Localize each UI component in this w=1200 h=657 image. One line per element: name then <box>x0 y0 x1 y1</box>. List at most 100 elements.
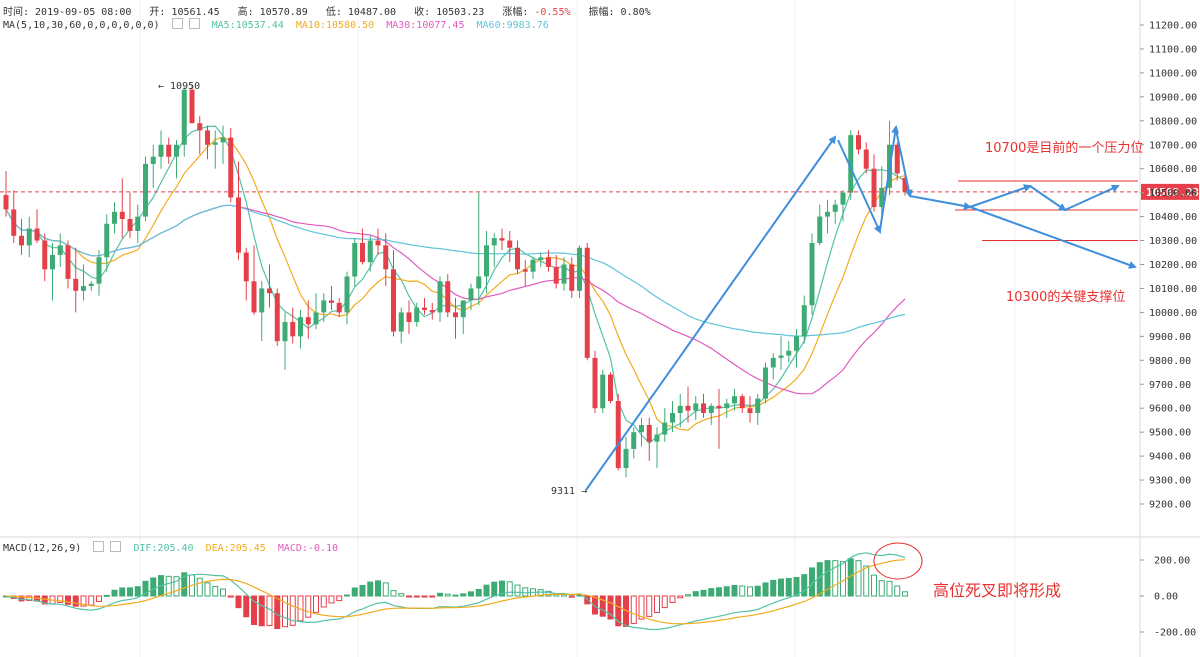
dif-legend: DIF:205.40 <box>133 543 194 554</box>
macd-bar <box>723 586 730 597</box>
macd-bar <box>902 591 908 597</box>
macd-bar <box>282 595 288 628</box>
macd-bar <box>475 588 482 597</box>
candle-body <box>755 398 761 413</box>
macd-bar <box>499 580 505 597</box>
candle-body <box>615 401 621 469</box>
candle-body <box>546 257 551 267</box>
candle-body <box>26 228 32 246</box>
macd-bar <box>716 587 722 597</box>
candle-body <box>282 321 288 342</box>
forecast-arrow-2 <box>969 184 1032 208</box>
macd-bar <box>754 585 761 597</box>
macd-bar <box>336 595 343 602</box>
macd-bar <box>437 592 443 597</box>
price-tick-label: 10300.00 <box>1149 236 1197 247</box>
rally-arrow <box>585 135 837 491</box>
ma5-legend: MA5:10537.44 <box>211 20 284 31</box>
candle-body <box>181 89 187 145</box>
candle-body <box>863 149 869 169</box>
forecast-arrows <box>585 125 1137 491</box>
candle-body <box>11 209 17 236</box>
candle-body <box>708 405 714 413</box>
candle-body <box>429 310 435 313</box>
bearish-arrow <box>969 206 1137 269</box>
candle-body <box>166 144 172 157</box>
macd-bar <box>444 593 451 597</box>
candle-body <box>290 321 296 337</box>
macd-bar <box>80 595 87 607</box>
candle-body <box>515 247 520 270</box>
candle-body <box>205 130 210 145</box>
candle-body <box>499 238 505 241</box>
macd-bar <box>243 595 250 618</box>
macd-bar <box>785 578 792 597</box>
macd-bar <box>468 591 474 597</box>
close-icon[interactable] <box>188 18 200 29</box>
candle-body <box>367 240 373 263</box>
ma60-legend: MA60:9983.76 <box>476 20 549 31</box>
last-price-tag <box>1141 183 1199 200</box>
candle-body <box>476 276 482 289</box>
macd-bar <box>375 580 381 597</box>
macd-bar <box>212 585 219 597</box>
macd-bar <box>886 580 893 597</box>
candle-body <box>662 422 668 435</box>
candle-body <box>119 211 125 219</box>
candle-body <box>437 281 443 313</box>
macd-value-legend: MACD:-0.10 <box>277 543 339 554</box>
candle-body <box>42 240 48 270</box>
candle-body <box>763 367 768 399</box>
macd-bar <box>196 577 203 597</box>
price-tick-label: 10500.00 <box>1149 188 1197 199</box>
macd-bar <box>607 595 614 620</box>
macd-bar <box>111 589 118 597</box>
candle-body <box>491 238 497 246</box>
macd-bar <box>654 595 660 614</box>
candle-body <box>608 374 613 402</box>
candle-body <box>460 300 466 318</box>
price-tick-label: 11200.00 <box>1149 21 1197 32</box>
macd-bar <box>599 595 606 617</box>
candle-body <box>600 374 606 409</box>
candle-body <box>724 403 730 409</box>
macd-close-icon[interactable] <box>110 541 122 552</box>
candle-body <box>406 312 412 322</box>
candle-body <box>770 357 776 368</box>
macd-bar <box>382 582 389 597</box>
macd-bar <box>398 593 405 597</box>
candle-body <box>484 245 489 277</box>
candle-body <box>143 163 148 217</box>
macd-bar <box>522 587 529 597</box>
macd-bar <box>460 593 467 597</box>
candle-body <box>739 396 745 409</box>
macd-bar <box>72 595 79 607</box>
candle-body <box>88 283 94 287</box>
macd-bar <box>506 581 513 597</box>
macd-bar <box>801 574 808 597</box>
pullback-arrow <box>895 129 913 198</box>
candle-body <box>127 218 133 231</box>
price-tick-label: 10900.00 <box>1149 92 1197 103</box>
settings-icon[interactable] <box>171 18 183 29</box>
macd-bar <box>661 595 668 609</box>
candle-body <box>832 204 838 212</box>
macd-bar <box>103 594 110 597</box>
candle-body <box>646 424 652 442</box>
macd-bar <box>685 594 691 597</box>
macd-bar <box>227 595 234 598</box>
candle-body <box>809 242 815 306</box>
candle-body <box>414 307 420 322</box>
price-tick-label: 9200.00 <box>1149 500 1191 511</box>
candle-body <box>701 403 706 413</box>
candle-body <box>569 264 575 291</box>
low-mark-label: 9311 → <box>551 486 587 497</box>
ma60-line <box>5 204 906 337</box>
macd-settings-icon[interactable] <box>93 541 105 552</box>
dea-legend: DEA:205.45 <box>205 543 266 554</box>
candle-body <box>96 257 102 284</box>
macd-bar <box>421 595 428 598</box>
price-tick-label: 10700.00 <box>1149 140 1197 151</box>
level-lines: 10503.23 <box>0 180 1199 242</box>
